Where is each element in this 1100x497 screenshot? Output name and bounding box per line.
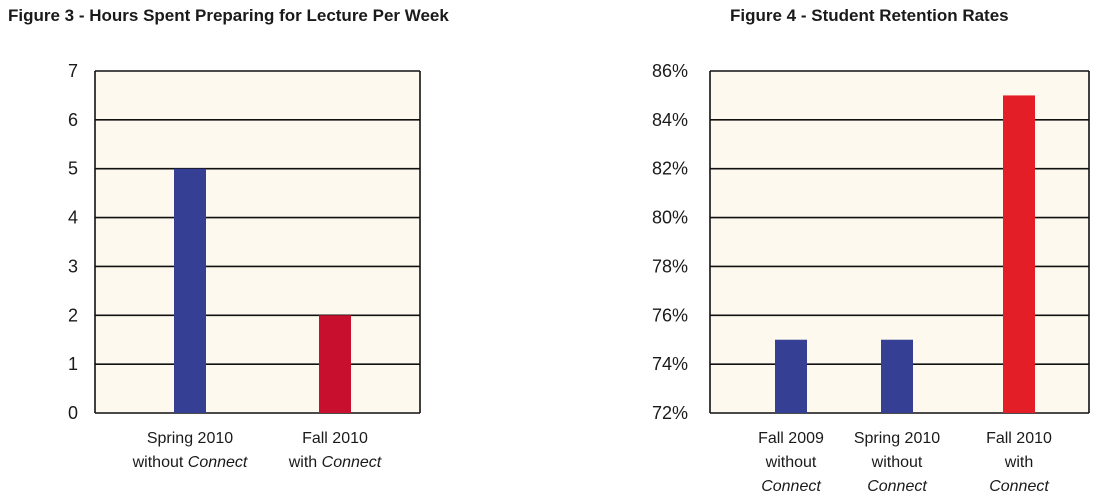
y-tick-label: 86% <box>652 61 688 81</box>
y-tick-label: 4 <box>68 208 78 228</box>
y-tick-label: 0 <box>68 403 78 423</box>
y-tick-label: 3 <box>68 256 78 276</box>
bar <box>775 339 807 413</box>
y-tick-label: 7 <box>68 61 78 81</box>
chart-hours-spent: 0 1 2 3 4 5 6 7 Spring 2010 without Connect Fall 2… <box>68 61 421 471</box>
y-tick-label: 72% <box>652 403 688 423</box>
chart-title-figure-3: Figure 3 - Hours Spent Preparing for Lec… <box>8 6 449 25</box>
y-tick-label: 74% <box>652 354 688 374</box>
plot-area <box>95 71 420 413</box>
x-category-label: Fall 2010 with Connect <box>986 430 1052 495</box>
y-tick-label: 78% <box>652 256 688 276</box>
x-category-label: Spring 2010 without Connect <box>132 430 248 471</box>
bar <box>174 168 206 413</box>
y-tick-label: 1 <box>68 354 78 374</box>
bar <box>881 339 913 413</box>
x-category-label: Spring 2010 without Connect <box>854 430 940 495</box>
y-tick-label: 6 <box>68 110 78 130</box>
y-tick-label: 84% <box>652 110 688 130</box>
y-tick-label: 80% <box>652 208 688 228</box>
x-category-label: Fall 2009 without Connect <box>758 430 824 495</box>
bar <box>1003 95 1035 413</box>
y-tick-label: 82% <box>652 159 688 179</box>
y-tick-label: 5 <box>68 159 78 179</box>
bar <box>319 315 351 413</box>
x-category-label: Fall 2010 with Connect <box>288 430 382 471</box>
y-tick-label: 76% <box>652 305 688 325</box>
y-tick-label: 2 <box>68 305 78 325</box>
chart-title-figure-4: Figure 4 - Student Retention Rates <box>730 6 1009 25</box>
